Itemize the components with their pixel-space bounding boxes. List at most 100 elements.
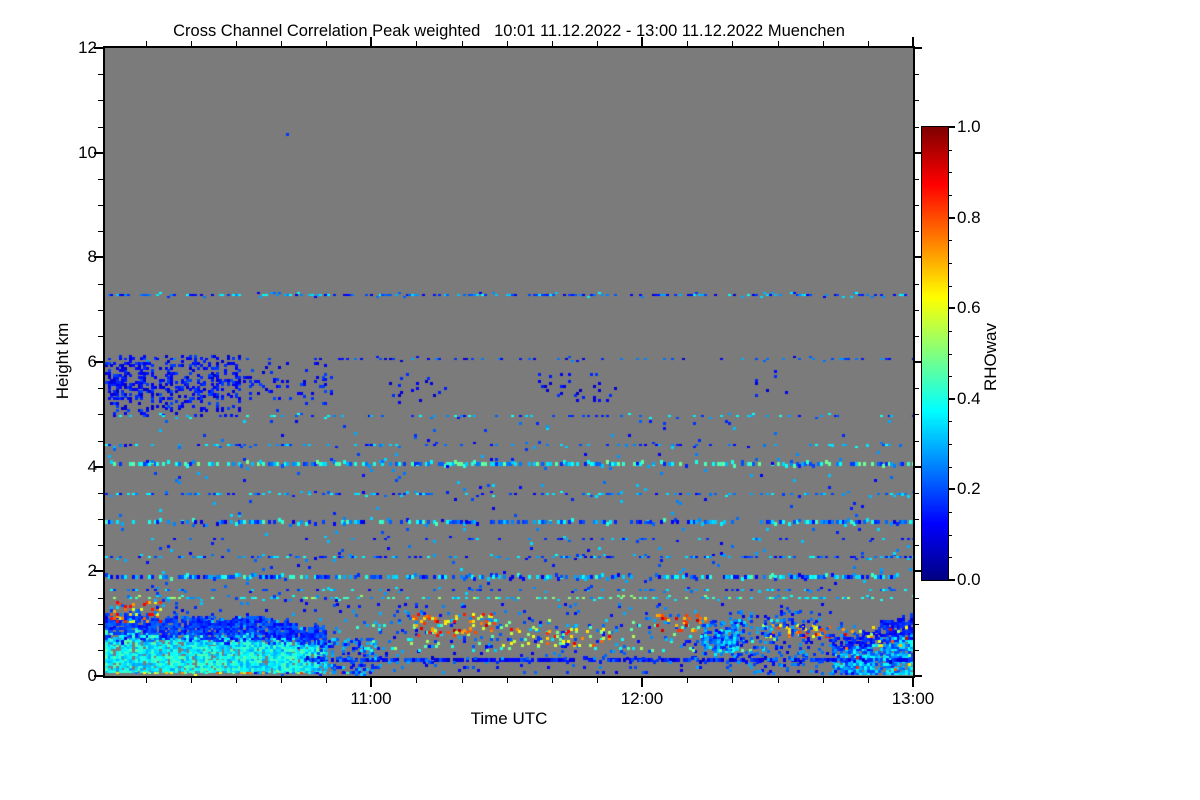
x-minor-tick	[146, 41, 147, 46]
colorbar-minor-tick	[949, 557, 952, 558]
colorbar-tick-label: 1.0	[957, 117, 981, 136]
colorbar-minor-tick	[949, 467, 952, 468]
y-minor-tick	[915, 545, 919, 546]
x-minor-tick	[507, 678, 508, 683]
colorbar-tick-label: 0.2	[957, 479, 981, 498]
colorbar-major-tick	[949, 488, 955, 490]
x-minor-tick	[416, 41, 417, 46]
y-minor-tick	[98, 493, 103, 494]
y-minor-tick	[98, 519, 103, 520]
x-axis-title: Time UTC	[470, 709, 548, 728]
y-minor-tick	[915, 74, 919, 75]
x-minor-tick	[191, 678, 192, 683]
x-minor-tick	[552, 41, 553, 46]
y-major-tick	[915, 361, 922, 363]
heatmap-canvas	[105, 48, 913, 676]
y-major-tick	[915, 570, 922, 572]
y-minor-tick	[915, 598, 919, 599]
y-minor-tick	[98, 336, 103, 337]
y-tick-label: 10	[78, 143, 97, 162]
x-tick-label: 12:00	[620, 689, 664, 708]
y-major-tick	[94, 152, 103, 154]
colorbar-minor-tick	[949, 331, 952, 332]
x-minor-tick	[597, 41, 598, 46]
colorbar-gradient	[922, 127, 948, 580]
x-minor-tick	[687, 41, 688, 46]
x-major-tick	[641, 37, 643, 46]
x-minor-tick	[552, 678, 553, 683]
y-minor-tick	[915, 127, 919, 128]
x-major-tick	[370, 678, 372, 687]
x-minor-tick	[462, 678, 463, 683]
x-minor-tick	[326, 678, 327, 683]
y-minor-tick	[915, 205, 919, 206]
colorbar-minor-tick	[949, 240, 952, 241]
y-tick-label: 12	[78, 38, 97, 57]
colorbar-major-tick	[949, 398, 955, 400]
colorbar-minor-tick	[949, 354, 952, 355]
x-tick-label: 13:00	[891, 689, 935, 708]
x-minor-tick	[868, 678, 869, 683]
x-major-tick	[912, 37, 914, 46]
y-major-tick	[915, 675, 922, 677]
colorbar-major-tick	[949, 126, 955, 128]
y-minor-tick	[98, 179, 103, 180]
y-tick-label: 0	[87, 666, 97, 685]
y-minor-tick	[98, 310, 103, 311]
x-tick-label: 11:00	[350, 689, 392, 708]
y-major-tick	[94, 256, 103, 258]
y-minor-tick	[915, 650, 919, 651]
x-minor-tick	[732, 678, 733, 683]
y-minor-tick	[98, 205, 103, 206]
x-minor-tick	[868, 41, 869, 46]
y-minor-tick	[915, 493, 919, 494]
y-major-tick	[915, 152, 922, 154]
y-minor-tick	[98, 74, 103, 75]
y-major-tick	[915, 466, 922, 468]
y-minor-tick	[915, 310, 919, 311]
colorbar-minor-tick	[949, 150, 952, 151]
colorbar-tick-label: 0.6	[957, 298, 981, 317]
y-minor-tick	[98, 650, 103, 651]
y-minor-tick	[915, 388, 919, 389]
y-minor-tick	[98, 624, 103, 625]
y-minor-tick	[915, 519, 919, 520]
y-minor-tick	[915, 179, 919, 180]
colorbar-major-tick	[949, 579, 955, 581]
colorbar-minor-tick	[949, 172, 952, 173]
colorbar-minor-tick	[949, 512, 952, 513]
y-minor-tick	[98, 388, 103, 389]
y-tick-label: 6	[87, 352, 97, 371]
colorbar-tick-label: 0.4	[957, 389, 981, 408]
colorbar-major-tick	[949, 307, 955, 309]
y-tick-label: 4	[87, 457, 97, 476]
y-major-tick	[915, 256, 922, 258]
colorbar-minor-tick	[949, 286, 952, 287]
x-minor-tick	[507, 41, 508, 46]
colorbar-frame	[921, 126, 949, 581]
x-major-tick	[912, 678, 914, 687]
y-minor-tick	[915, 336, 919, 337]
y-minor-tick	[915, 284, 919, 285]
y-major-tick	[94, 466, 103, 468]
x-minor-tick	[778, 678, 779, 683]
x-minor-tick	[732, 41, 733, 46]
colorbar-minor-tick	[949, 195, 952, 196]
y-minor-tick	[915, 624, 919, 625]
y-tick-label: 8	[87, 247, 97, 266]
y-minor-tick	[98, 545, 103, 546]
y-minor-tick	[98, 127, 103, 128]
y-minor-tick	[98, 414, 103, 415]
colorbar-tick-label: 0.0	[957, 570, 981, 589]
y-minor-tick	[915, 441, 919, 442]
x-minor-tick	[146, 678, 147, 683]
y-minor-tick	[915, 231, 919, 232]
x-minor-tick	[823, 678, 824, 683]
x-minor-tick	[416, 678, 417, 683]
x-minor-tick	[326, 41, 327, 46]
x-minor-tick	[236, 678, 237, 683]
colorbar-major-tick	[949, 217, 955, 219]
colorbar-minor-tick	[949, 444, 952, 445]
y-minor-tick	[98, 598, 103, 599]
